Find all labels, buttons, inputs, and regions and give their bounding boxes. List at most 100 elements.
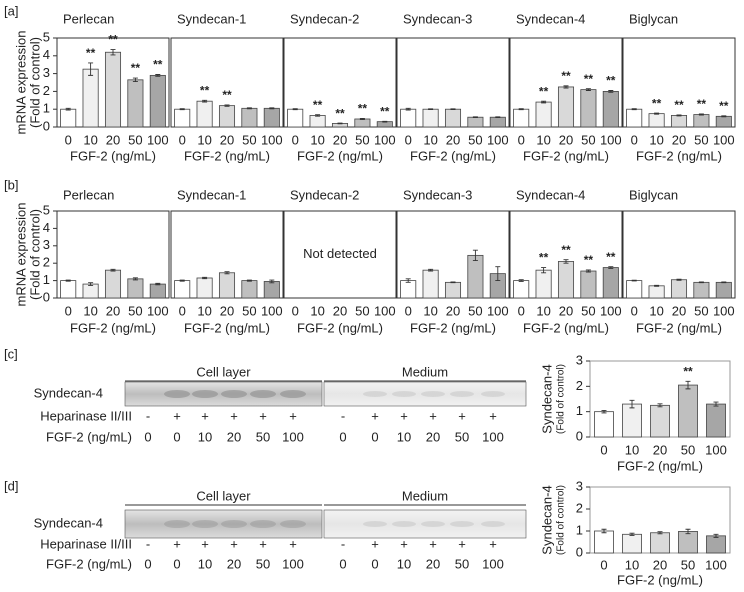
lane-label: 100 [282,429,304,444]
error-bar [179,108,185,111]
error-bar [472,116,478,119]
bar [104,51,122,128]
x-tick-label: 10 [536,132,550,147]
significance-label: ** [561,243,571,257]
error-bar [450,108,456,111]
error-bar [608,90,614,93]
y-tick-label: 2 [43,83,50,98]
x-tick-label: 10 [83,303,97,318]
lane-label: + [289,408,297,423]
x-tick-label: 50 [681,557,695,572]
bar [127,278,144,299]
blot-band [164,390,190,398]
bar [580,89,597,128]
blot-group-label: Cell layer [196,364,251,379]
bar [422,108,439,128]
error-bar [179,279,185,282]
y-tick-label: 4 [43,220,50,235]
x-tick-label: 50 [128,303,142,318]
x-tick-label: 100 [147,132,169,147]
x-tick-label: 50 [355,303,369,318]
lane-label: 50 [455,556,469,571]
error-bar [563,85,569,89]
lane-label: + [259,408,267,423]
bar [400,280,417,299]
bar [82,68,99,128]
x-axis-label: FGF-2 (ng/mL) [636,320,722,335]
error-bar [495,266,501,282]
x-tick-label: 50 [581,132,595,147]
error-bar [631,279,637,282]
error-bar [601,409,607,414]
x-tick-label: 0 [292,132,299,147]
bar [218,105,236,128]
error-bar [405,278,411,283]
y-axis-label: mRNA expression [13,202,28,306]
error-bar [685,380,691,390]
error-bar [315,114,321,117]
panel-label: [c] [4,346,18,361]
x-tick-label: 20 [446,303,460,318]
bar [678,384,698,438]
error-bar [585,88,591,91]
lane-label: 100 [282,556,304,571]
bar [196,277,213,299]
bar [196,100,213,128]
lane-label: + [173,536,181,551]
y-tick-label: 2 [576,378,583,393]
panel-label: [d] [4,478,18,493]
lane-label: 20 [227,556,241,571]
lane-label: + [458,408,466,423]
error-bar [65,107,71,111]
blot-band-label: Syndecan-4 [34,385,103,400]
y-tick-label: 1 [576,522,583,537]
bar [513,280,530,299]
x-tick-label: 100 [600,303,622,318]
x-tick-label: 100 [705,557,727,572]
bar [594,411,614,438]
x-tick-label: 50 [242,303,256,318]
annotation: Not detected [303,246,377,261]
x-tick-label: 50 [581,303,595,318]
error-bar [721,281,727,284]
significance-label: ** [200,83,210,97]
x-tick-label: 20 [653,442,667,457]
significance-label: ** [539,84,549,98]
error-bar [88,282,94,286]
y-tick-label: 1 [43,272,50,287]
chart-title: Perlecan [63,11,114,26]
error-bar [246,107,252,110]
x-tick-label: 20 [220,132,234,147]
x-tick-label: 0 [405,303,412,318]
lane-label: + [371,408,379,423]
blot-band [392,521,416,527]
x-tick-label: 10 [423,132,437,147]
x-tick-label: 0 [405,132,412,147]
error-bar [269,279,275,284]
blot-band [221,390,247,398]
blot-band [450,391,474,397]
error-bar [110,49,116,56]
error-bar [65,279,71,282]
error-bar [202,276,208,280]
x-tick-label: 0 [179,132,186,147]
x-tick-label: 20 [333,303,347,318]
y-axis-label: Syndecan-4 [539,485,554,554]
x-tick-label: 10 [625,557,639,572]
bar [693,281,710,299]
error-bar [202,99,208,103]
blot-group-label: Medium [402,364,448,379]
blot-row-label: FGF-2 (ng/mL) [46,429,132,444]
significance-label: ** [606,250,616,264]
y-axis-label: (Fold of control) [556,485,567,555]
bar [127,79,144,128]
bar [60,280,77,299]
x-tick-label: 50 [681,442,695,457]
y-axis-label: (Fold of control) [27,209,42,300]
lane-label: 0 [339,429,346,444]
x-axis-label: FGF-2 (ng/mL) [184,320,270,335]
blot-band [481,391,505,397]
significance-label: ** [697,97,707,111]
blot-band [363,391,387,397]
